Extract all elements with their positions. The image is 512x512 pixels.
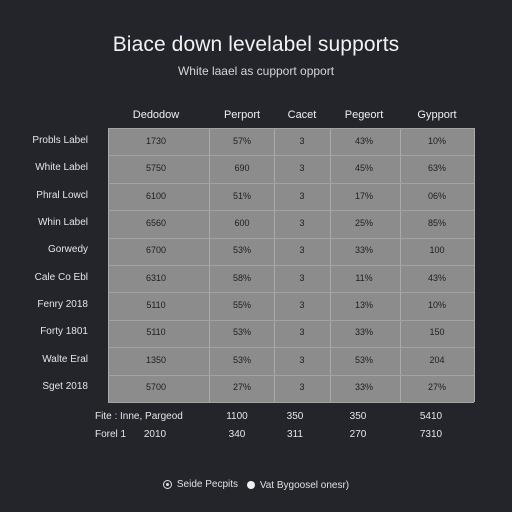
table-cell: 690 [234,163,250,173]
grid-vline [474,128,475,402]
grid-hline [108,155,474,156]
column-header: Gypport [417,109,457,121]
footer-value: 350 [349,411,367,422]
row-label: Phral Lowcl [36,190,88,201]
table-cell: 63% [427,163,447,173]
ring-dot-icon [162,480,172,489]
grid-hline [108,128,474,129]
footer-label: Forel 1 [95,429,127,440]
table-cell: 57% [232,136,252,146]
footer-label: Fite : Inne, Pargeod [95,411,183,422]
table-cell: 27% [427,382,447,392]
table-cell: 85% [427,218,447,228]
table-cell: 3 [299,163,305,173]
footer-value: 5410 [419,411,443,422]
table-cell: 6310 [145,273,167,283]
table-cell: 43% [354,136,374,146]
table-cell: 53% [232,327,252,337]
table-cell: 53% [232,245,252,255]
table-cell: 17% [354,191,374,201]
legend: Seide Pecpits Vat Bygoosel onesr) [0,479,512,492]
row-label: Fenry 2018 [37,299,88,310]
table-cell: 3 [299,355,305,365]
row-label: White Label [35,162,88,173]
table-cell: 150 [429,327,445,337]
column-header: Cacet [287,109,317,121]
grid-hline [108,183,474,184]
legend-label: Seide Pecpits [176,479,239,490]
page-title: Biace down levelabel supports [112,33,400,56]
table-cell: 3 [299,300,305,310]
table-cell: 3 [299,382,305,392]
legend-label: Vat Bygoosel onesr) [259,479,350,491]
table-cell: 3 [299,245,305,255]
grid-hline [108,238,474,239]
table-cell: 06% [427,191,447,201]
table-cell: 3 [299,191,305,201]
table-cell: 3 [299,327,305,337]
column-header: Pegeort [344,109,384,121]
table-cell: 6100 [145,191,167,201]
table-cell: 43% [427,273,447,283]
row-label: Sget 2018 [42,381,88,392]
footer-value: 340 [228,429,246,440]
footer-value: 1100 [226,411,248,422]
row-label: Forty 1801 [40,326,88,337]
table-cell: 11% [355,273,373,283]
row-label: Cale Co Ebl [34,272,88,283]
table-cell: 53% [354,355,374,365]
table-cell: 33% [354,327,374,337]
table-cell: 3 [299,273,305,283]
table-cell: 27% [232,382,252,392]
table-cell: 25% [354,218,374,228]
footer-value: 311 [287,429,303,440]
table-cell: 58% [232,273,252,283]
table-cell: 600 [234,218,250,228]
table-cell: 1730 [145,136,167,146]
table-cell: 3 [299,136,305,146]
row-label: Whin Label [37,217,88,228]
solid-dot-icon [246,481,255,489]
table-cell: 6700 [145,245,167,255]
legend-item[interactable]: Vat Bygoosel onesr) [246,479,350,491]
row-label: Walte Eral [42,354,88,365]
table-cell: 204 [429,355,445,365]
table-cell: 6560 [145,218,167,228]
row-label: Gorwedy [47,244,88,255]
table-cell: 33% [354,245,374,255]
legend-item[interactable]: Seide Pecpits [162,479,239,490]
grid-hline [108,402,474,403]
footer-value: 270 [349,429,367,440]
column-header: Dedodow [132,109,180,121]
table-cell: 10% [427,136,447,146]
grid-hline [108,320,474,321]
footer-value: 350 [286,411,304,422]
column-headers: Dedodow Perport Cacet Pegeort Gypport [0,109,512,125]
grid-hline [108,375,474,376]
footer-extra: 2010 [143,429,167,440]
table-cell: 53% [232,355,252,365]
row-label: Probls Label [32,135,88,146]
table-cell: 5110 [146,300,166,310]
column-header: Perport [223,109,261,121]
table-cell: 5110 [146,327,166,337]
grid-hline [108,265,474,266]
table-cell: 5700 [145,382,167,392]
table-cell: 5750 [145,163,167,173]
grid-hline [108,210,474,211]
table-cell: 3 [299,218,305,228]
table-cell: 100 [429,245,445,255]
table-cell: 1350 [145,355,167,365]
page-subtitle: White laael as cupport opport [177,64,335,78]
table-cell: 51% [232,191,252,201]
table-cell: 33% [354,382,374,392]
table-cell: 13% [354,300,374,310]
table-cell: 10% [427,300,447,310]
grid-hline [108,347,474,348]
table-cell: 45% [354,163,374,173]
table-cell: 55% [232,300,252,310]
grid-hline [108,292,474,293]
footer-value: 7310 [419,429,443,440]
